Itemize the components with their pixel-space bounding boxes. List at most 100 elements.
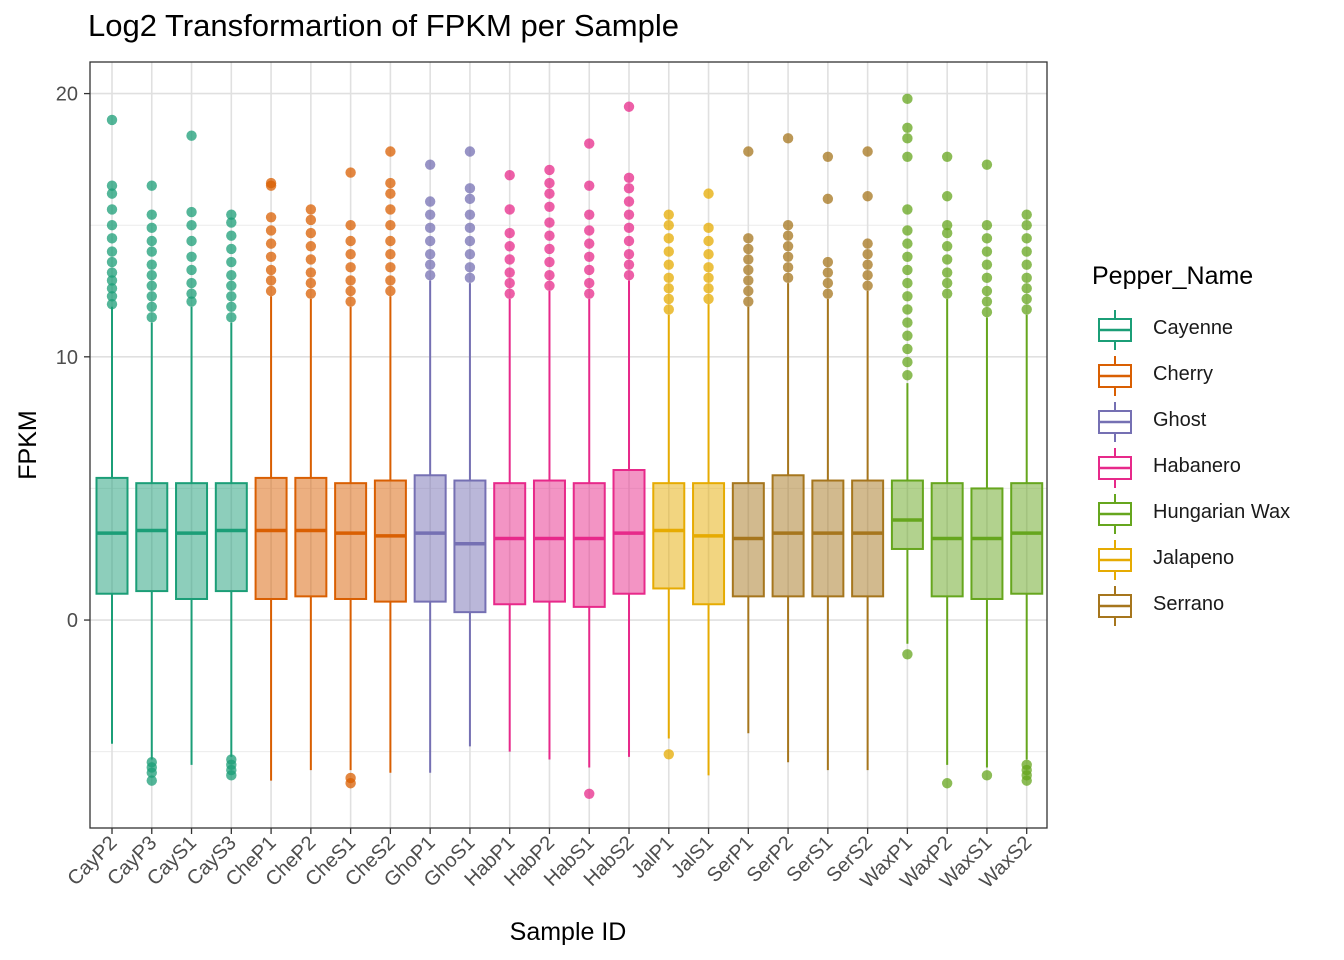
- outlier-point: [265, 251, 277, 262]
- outlier-point: [822, 277, 834, 289]
- outlier-point: [623, 248, 635, 260]
- outlier-point: [743, 146, 754, 157]
- outlier-point: [743, 254, 754, 265]
- box-iqr: [652, 482, 686, 590]
- legend-item: Habanero: [1092, 445, 1253, 491]
- box-SerS2: [851, 146, 885, 771]
- box-GhoS1: [453, 146, 487, 747]
- outlier-point: [902, 317, 913, 328]
- box-iqr: [373, 479, 407, 603]
- box-JalS1: [692, 188, 726, 776]
- outlier-point: [305, 254, 317, 265]
- outlier-point: [782, 251, 794, 262]
- outlier-point: [186, 296, 197, 307]
- outlier-point: [106, 291, 118, 302]
- outlier-point: [584, 264, 595, 276]
- outlier-point: [146, 301, 157, 313]
- outlier-point: [703, 283, 714, 294]
- outlier-point: [862, 280, 873, 291]
- outlier-point: [345, 262, 356, 273]
- box-CayS1: [175, 130, 209, 765]
- outlier-point: [782, 272, 794, 284]
- panel-background: [90, 62, 1047, 828]
- outlier-point: [902, 370, 913, 381]
- outlier-point: [504, 169, 515, 181]
- outlier-point: [584, 288, 595, 299]
- outlier-point: [941, 267, 953, 278]
- outlier-point: [941, 778, 953, 789]
- outlier-point: [981, 233, 993, 244]
- legend-item: Hungarian Wax: [1092, 491, 1290, 537]
- outlier-point: [902, 343, 913, 355]
- box-iqr: [811, 479, 845, 598]
- outlier-point: [424, 248, 436, 260]
- outlier-point: [385, 204, 396, 215]
- outlier-point: [822, 288, 834, 299]
- box-iqr: [95, 476, 129, 595]
- legend-key: [1098, 356, 1132, 396]
- outlier-point: [146, 775, 157, 786]
- outlier-point: [623, 172, 635, 184]
- outlier-point: [345, 285, 356, 297]
- outlier-point: [226, 301, 237, 313]
- outlier-point: [544, 188, 555, 199]
- outlier-point: [265, 285, 277, 297]
- outlier-point: [1021, 272, 1032, 284]
- outlier-point: [544, 280, 555, 291]
- legend-title: Pepper_Name: [1092, 262, 1254, 290]
- box-iqr: [1010, 482, 1044, 595]
- legend-key: [1098, 540, 1132, 580]
- outlier-point: [385, 235, 396, 247]
- outlier-point: [1021, 209, 1032, 220]
- outlier-point: [464, 272, 476, 284]
- outlier-point: [1021, 246, 1032, 257]
- box-iqr: [294, 476, 328, 598]
- outlier-point: [703, 188, 714, 199]
- outlier-point: [902, 133, 913, 144]
- legend-item: Ghost: [1092, 399, 1253, 445]
- outlier-point: [623, 209, 635, 220]
- outlier-point: [106, 256, 118, 268]
- legend-key: [1098, 310, 1132, 350]
- outlier-point: [623, 196, 635, 207]
- outlier-point: [146, 246, 157, 257]
- outlier-point: [623, 259, 635, 270]
- box-iqr: [692, 482, 726, 606]
- outlier-point: [385, 146, 396, 157]
- outlier-point: [146, 767, 157, 778]
- outlier-point: [703, 222, 714, 234]
- legend-key: [1098, 402, 1132, 442]
- outlier-point: [464, 209, 476, 220]
- outlier-point: [862, 146, 873, 157]
- outlier-point: [544, 270, 555, 281]
- outlier-point: [186, 277, 197, 289]
- outlier-point: [305, 267, 317, 278]
- outlier-point: [544, 164, 555, 176]
- outlier-point: [464, 193, 476, 205]
- outlier-point: [981, 306, 993, 318]
- outlier-point: [663, 246, 674, 257]
- outlier-point: [862, 270, 873, 281]
- outlier-point: [504, 204, 515, 215]
- outlier-point: [305, 288, 317, 299]
- outlier-point: [1021, 220, 1032, 231]
- outlier-point: [186, 288, 197, 299]
- outlier-point: [623, 222, 635, 234]
- outlier-point: [146, 259, 157, 270]
- outlier-point: [941, 220, 953, 231]
- outlier-point: [663, 283, 674, 294]
- outlier-point: [782, 133, 794, 144]
- outlier-point: [504, 288, 515, 299]
- outlier-point: [146, 312, 157, 323]
- outlier-point: [782, 220, 794, 231]
- outlier-point: [146, 209, 157, 220]
- outlier-point: [703, 272, 714, 284]
- legend: Pepper_Name Cayenne Cherry Ghost Habanero Hu…: [1092, 262, 1290, 629]
- outlier-point: [782, 241, 794, 252]
- box-iqr: [214, 482, 248, 593]
- outlier-point: [265, 177, 277, 189]
- box-iqr: [413, 474, 447, 603]
- outlier-point: [782, 262, 794, 273]
- outlier-point: [226, 270, 237, 281]
- outlier-point: [385, 220, 396, 231]
